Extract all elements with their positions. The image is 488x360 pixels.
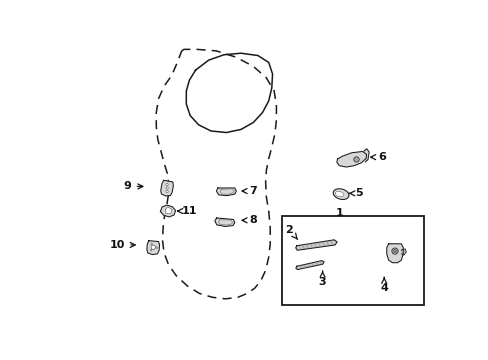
Text: 3: 3 [318,271,326,287]
Circle shape [393,249,396,253]
Circle shape [391,248,397,254]
Text: 6: 6 [370,152,385,162]
Text: 1: 1 [335,208,343,217]
Circle shape [151,243,152,245]
Polygon shape [160,205,175,217]
Text: 2: 2 [285,225,297,239]
Polygon shape [295,261,324,270]
Circle shape [165,183,168,186]
Polygon shape [386,244,403,263]
Polygon shape [336,152,366,167]
Text: 11: 11 [177,206,197,216]
Polygon shape [295,240,337,250]
Text: 5: 5 [348,188,362,198]
Text: 10: 10 [110,240,135,250]
Ellipse shape [335,192,343,197]
Polygon shape [165,207,172,214]
Text: 8: 8 [242,215,257,225]
Polygon shape [364,149,368,162]
Circle shape [150,249,151,251]
Text: 4: 4 [380,278,387,293]
Polygon shape [214,218,234,226]
Text: 9: 9 [123,181,142,192]
Ellipse shape [332,189,348,199]
Circle shape [165,190,168,193]
Circle shape [353,157,359,162]
Polygon shape [401,249,406,255]
Polygon shape [161,180,173,196]
Polygon shape [216,188,236,195]
Polygon shape [146,241,159,255]
Circle shape [156,247,157,248]
Text: 7: 7 [242,186,257,196]
Circle shape [151,245,155,249]
Circle shape [165,187,168,189]
Bar [281,216,424,305]
